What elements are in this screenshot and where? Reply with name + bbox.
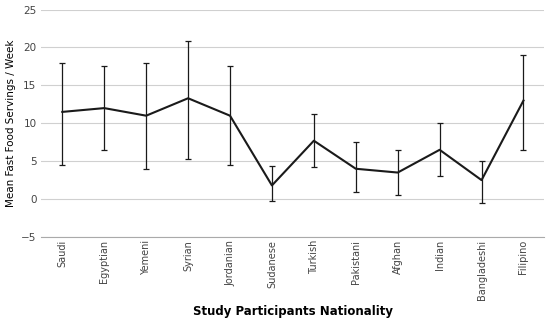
X-axis label: Study Participants Nationality: Study Participants Nationality [193, 306, 393, 318]
Y-axis label: Mean Fast Food Servings / Week: Mean Fast Food Servings / Week [6, 40, 15, 207]
